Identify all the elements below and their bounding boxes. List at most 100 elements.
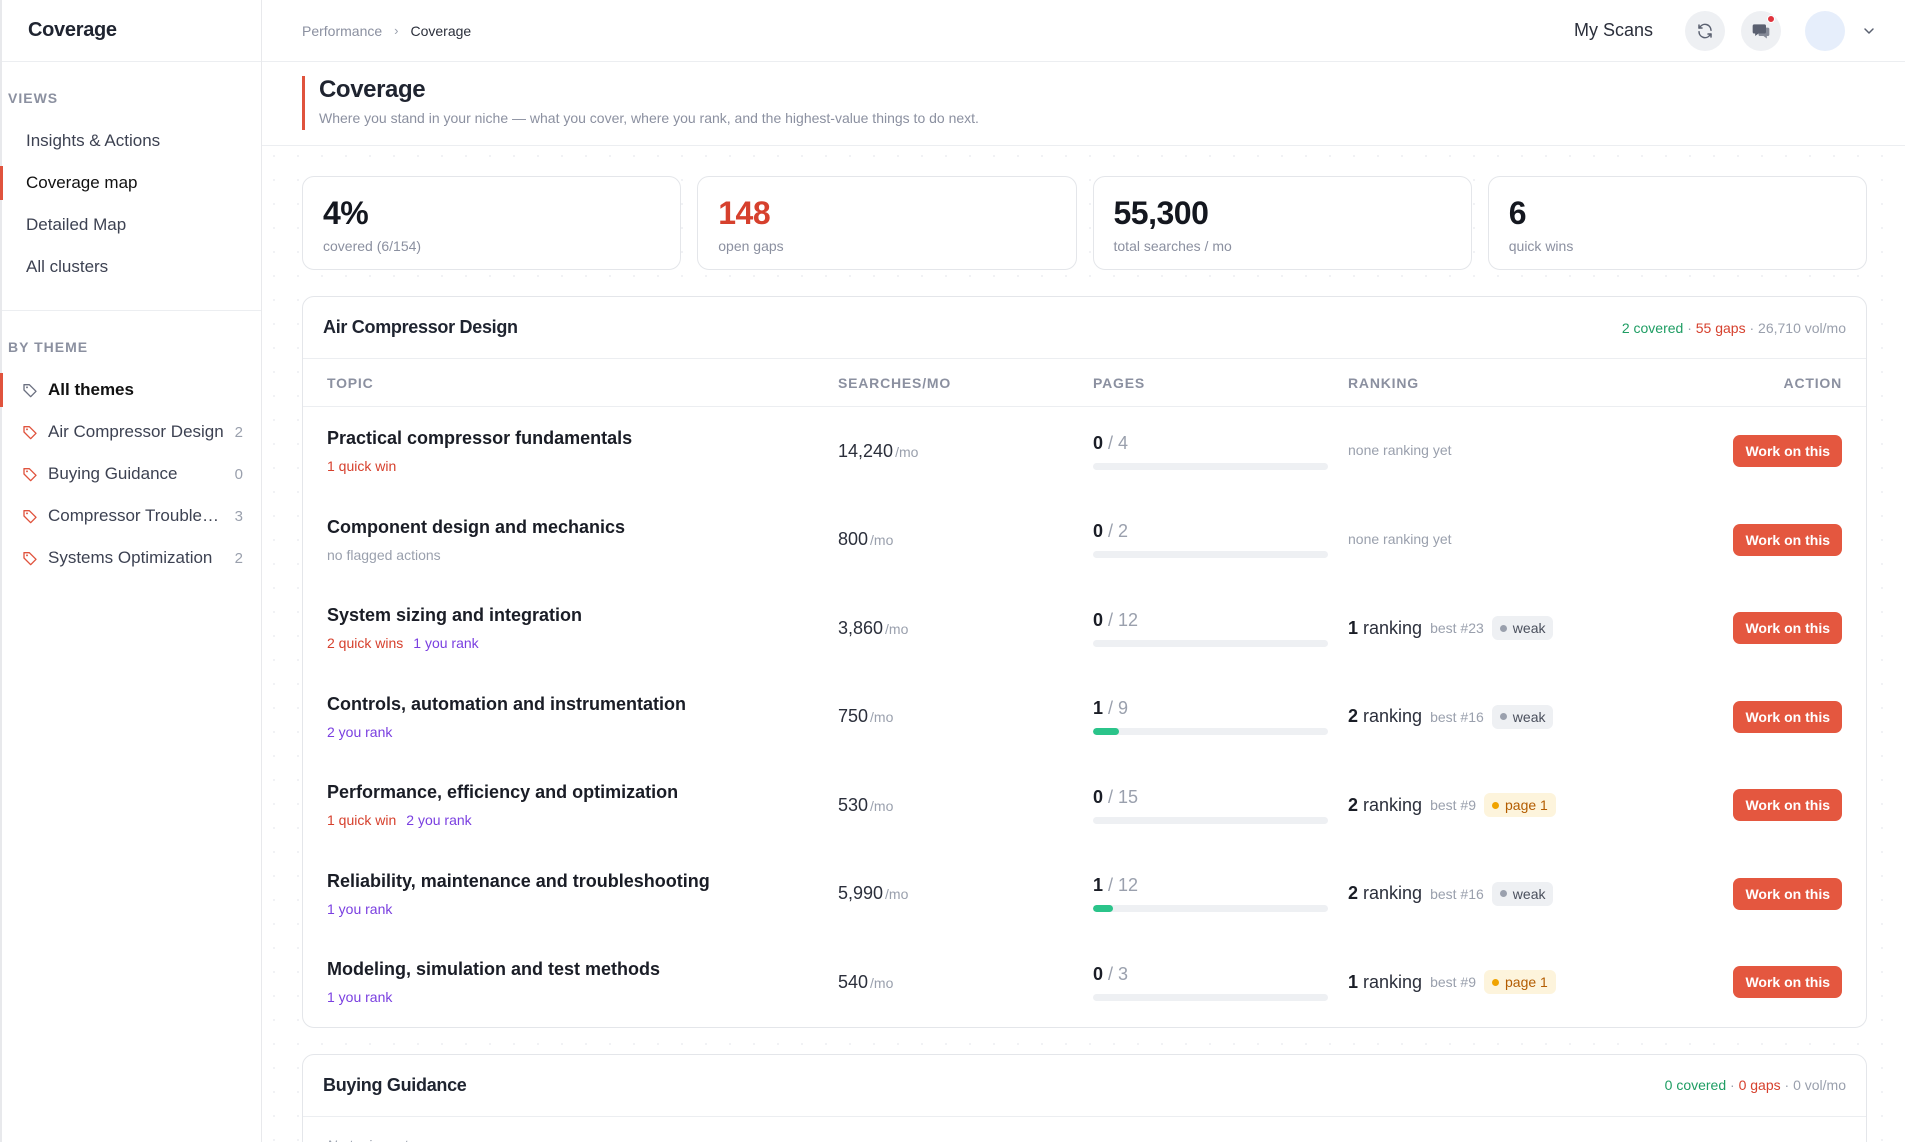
sidebar-item-detailed-map[interactable]: Detailed Map	[26, 215, 127, 234]
cluster-card: Buying Guidance 0 covered · 0 gaps · 0 vo…	[302, 1053, 1867, 1142]
status-badge: page 1	[1484, 970, 1556, 995]
stat-label: quick wins	[1508, 238, 1574, 254]
work-on-this-button[interactable]: Work on this	[1733, 523, 1842, 556]
stat-label: total searches / mo	[1113, 238, 1232, 254]
progress-bar	[1093, 462, 1328, 470]
ranking-summary: 1 ranking best #9 page 1	[1348, 970, 1692, 995]
best-position: best #9	[1430, 974, 1477, 991]
ranking-number: 1	[1348, 971, 1359, 992]
topic-tag: 1 quick win	[327, 458, 397, 475]
searches-unit: /mo	[870, 797, 894, 814]
ranking-none: none ranking yet	[1348, 530, 1452, 547]
work-on-this-button[interactable]: Work on this	[1733, 435, 1842, 468]
ranking-cell: 2 ranking best #9 page 1	[1348, 793, 1692, 818]
work-on-this-button[interactable]: Work on this	[1733, 877, 1842, 910]
theme-item-air-compressor-design[interactable]: Air Compressor Design 2	[2, 411, 261, 453]
topic-name[interactable]: Controls, automation and instrumentation	[327, 693, 686, 714]
progress-bar	[1093, 905, 1328, 913]
theme-count: 2	[234, 423, 243, 441]
pages-total: / 12	[1108, 875, 1139, 896]
cluster-meta: 0 covered · 0 gaps · 0 vol/mo	[1665, 1077, 1846, 1093]
theme-item-compressor-troubleshooting[interactable]: Compressor Troubleshooting 3	[2, 495, 261, 537]
work-on-this-button[interactable]: Work on this	[1733, 700, 1842, 733]
status-dot	[1499, 890, 1507, 898]
best-position: best #16	[1430, 708, 1484, 725]
progress-fill	[1093, 728, 1120, 736]
stat-card-covered-6-154: 4% covered (6/154)	[302, 176, 682, 270]
separator-dot: ·	[1780, 1077, 1794, 1093]
work-on-this-button[interactable]: Work on this	[1733, 789, 1842, 822]
pages-done: 1	[1093, 875, 1104, 896]
chevron-right-icon: ›	[394, 23, 399, 38]
stat-label: open gaps	[718, 238, 784, 254]
ranking-word: ranking	[1363, 706, 1423, 727]
work-on-this-button[interactable]: Work on this	[1733, 966, 1842, 999]
messages-button[interactable]	[1741, 10, 1781, 51]
theme-label: Compressor Troubleshooting	[48, 506, 227, 525]
ranking-cell: none ranking yet	[1348, 442, 1692, 460]
searches-cell: 14,240/mo	[838, 441, 1093, 462]
stat-label: covered (6/154)	[323, 238, 422, 254]
topic-tag: 2 you rank	[406, 812, 472, 829]
topic-name[interactable]: Modeling, simulation and test methods	[327, 959, 661, 980]
searches-unit: /mo	[885, 886, 909, 903]
pages-total: / 2	[1108, 521, 1129, 542]
pages-cell: 0 / 3	[1093, 964, 1348, 1001]
table-row: Component design and mechanics no flagged…	[303, 496, 1866, 585]
my-scans-link[interactable]: My Scans	[1573, 20, 1653, 40]
tag-icon	[23, 468, 37, 482]
table-row: Modeling, simulation and test methods 1 y…	[303, 938, 1866, 1027]
tag-icon	[23, 384, 37, 398]
ranking-none: none ranking yet	[1348, 442, 1452, 459]
topic-tag: 1 you rank	[327, 989, 393, 1006]
pages-cell: 0 / 2	[1093, 521, 1348, 559]
theme-label: Systems Optimization	[48, 548, 213, 567]
searches-unit: /mo	[885, 620, 909, 637]
pages-total: / 4	[1108, 432, 1129, 453]
action-cell: Work on this	[1692, 700, 1842, 733]
breadcrumb-coverage: Coverage	[410, 22, 472, 39]
topic-tag: 2 you rank	[327, 723, 393, 740]
topic-name[interactable]: Performance, efficiency and optimization	[327, 782, 679, 803]
topic-name[interactable]: System sizing and integration	[327, 605, 583, 626]
topic-cell: Component design and mechanics no flagged…	[327, 517, 838, 563]
theme-item-systems-optimization[interactable]: Systems Optimization 2	[2, 537, 261, 579]
theme-count: 3	[234, 507, 243, 525]
pages-count: 0 / 4	[1093, 433, 1348, 454]
ranking-cell: 2 ranking best #16 weak	[1348, 704, 1692, 729]
sidebar-item-all-clusters[interactable]: All clusters	[26, 257, 109, 276]
refresh-button[interactable]	[1685, 10, 1725, 51]
status-label: page 1	[1505, 797, 1548, 814]
ranking-word: ranking	[1363, 617, 1423, 638]
topbar-actions: My Scans	[1573, 10, 1877, 51]
avatar[interactable]	[1805, 10, 1845, 51]
ranking-number: 2	[1348, 883, 1359, 904]
pages-done: 0	[1093, 609, 1104, 630]
views-list: Insights & Actions Coverage map Detailed M…	[0, 120, 261, 288]
topic-name[interactable]: Reliability, maintenance and troubleshoo…	[327, 870, 710, 891]
topic-tag: 1 you rank	[413, 635, 479, 652]
chevron-down-icon[interactable]	[1861, 23, 1877, 39]
sidebar-item-coverage-map[interactable]: Coverage map	[0, 162, 261, 204]
topic-cell: Practical compressor fundamentals 1 quick…	[327, 428, 838, 474]
topic-name[interactable]: Practical compressor fundamentals	[327, 428, 633, 449]
pages-count: 0 / 12	[1093, 610, 1348, 631]
pages-done: 0	[1093, 963, 1104, 984]
ranking-number: 1	[1348, 617, 1359, 638]
status-label: weak	[1512, 708, 1546, 725]
topic-name[interactable]: Component design and mechanics	[327, 516, 626, 537]
theme-item-buying-guidance[interactable]: Buying Guidance 0	[2, 453, 261, 495]
sidebar-item-insights-actions[interactable]: Insights & Actions	[26, 131, 161, 150]
searches-cell: 530/mo	[838, 795, 1093, 816]
breadcrumb-performance[interactable]: Performance	[302, 22, 383, 39]
topic-tags: 1 quick win	[327, 458, 838, 474]
searches-cell: 800/mo	[838, 529, 1093, 550]
work-on-this-button[interactable]: Work on this	[1733, 612, 1842, 645]
theme-item-all-themes[interactable]: All themes	[0, 369, 261, 411]
page-subtitle: Where you stand in your niche — what you…	[319, 110, 979, 126]
searches-value: 5,990	[838, 883, 884, 904]
pages-done: 0	[1093, 432, 1104, 453]
topic-tags: 1 you rank	[327, 901, 838, 917]
pages-total: / 15	[1108, 786, 1139, 807]
